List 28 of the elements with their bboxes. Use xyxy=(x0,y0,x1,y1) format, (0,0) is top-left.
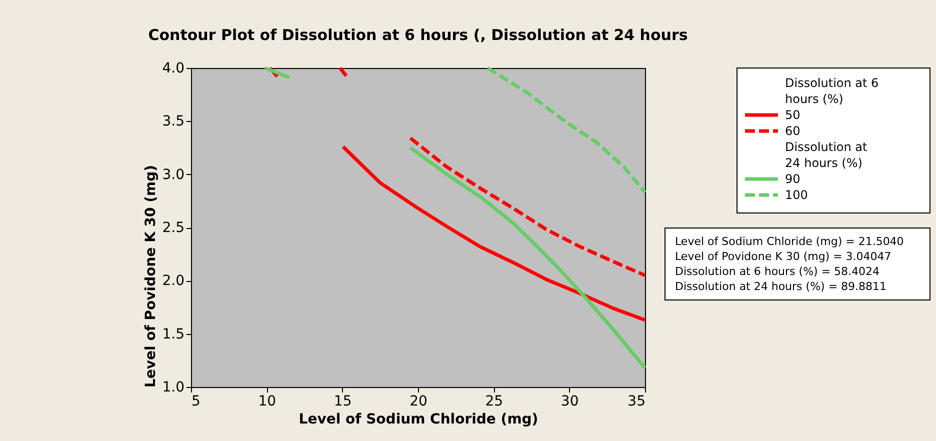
y-tick-label: 4.0 xyxy=(162,60,184,76)
legend-label: 90 xyxy=(785,172,800,186)
x-axis-title: Level of Sodium Chloride (mg) xyxy=(298,412,538,428)
x-tick-label: 20 xyxy=(410,394,428,410)
y-tick-label: 2.0 xyxy=(162,273,184,290)
text: Dissolution at 6 hours (%) = 58.4024 xyxy=(675,265,880,278)
y-tick-label: 3.0 xyxy=(162,166,184,183)
x-tick-label: 25 xyxy=(485,394,504,410)
text: Dissolution at 6 hours (%) xyxy=(785,76,879,106)
line-series xyxy=(486,66,647,194)
chart-title: Contour Plot of Dissolution at 6 hours (, Dissolution at 24 hours xyxy=(148,26,688,44)
legend-label: 50 xyxy=(785,108,800,122)
y-tick-label: 3.5 xyxy=(162,114,184,130)
legend-label: 100 xyxy=(785,188,808,202)
text: Dissolution at 24 hours (%) = 89.8811 xyxy=(675,280,887,293)
x-tick-label: 5 xyxy=(192,394,200,410)
x-tick-label: 10 xyxy=(258,394,276,410)
y-tick-label: 2.5 xyxy=(162,220,184,236)
text: Level of Sodium Chloride (mg) = 21.5040 xyxy=(675,235,904,248)
y-axis-title: Level of Povidone K 30 (mg) xyxy=(143,164,160,388)
x-tick-label: 30 xyxy=(560,394,579,410)
x-tick-label: 15 xyxy=(334,394,352,410)
legend-label: 60 xyxy=(785,124,800,138)
text: Dissolution at 24 hours (%) xyxy=(785,140,868,170)
x-tick-label: 35 xyxy=(628,394,646,410)
y-tick-label: 1.0 xyxy=(162,380,184,396)
y-tick-label: 1.5 xyxy=(162,326,184,342)
text: Level of Povidone K 30 (mg) = 3.04047 xyxy=(675,250,892,263)
